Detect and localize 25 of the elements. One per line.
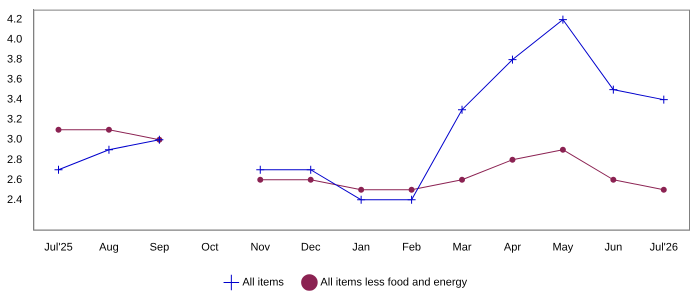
x-tick-label: Jul'26: [650, 241, 678, 254]
x-tick-label: Jun: [604, 241, 622, 254]
y-tick-label: 3.6: [6, 74, 22, 86]
x-tick-label: Aug: [99, 241, 119, 254]
x-tick-label: Nov: [250, 241, 271, 254]
x-tick-label: Sep: [150, 241, 170, 254]
y-tick-label: 2.4: [6, 194, 22, 206]
y-tick-label: 3.2: [6, 114, 22, 126]
y-tick-label: 4.2: [6, 14, 22, 26]
y-tick-label: 4.0: [6, 34, 22, 46]
x-tick-label: Jul'25: [44, 241, 73, 254]
y-tick-label: 2.8: [6, 154, 22, 166]
legend-label: All items: [242, 276, 284, 289]
x-tick-label: May: [552, 241, 574, 254]
legend-label: All items less food and energy: [320, 276, 468, 289]
y-tick-label: 2.6: [6, 174, 22, 186]
x-tick-label: Feb: [402, 241, 422, 254]
x-tick-label: Jan: [352, 241, 370, 254]
y-tick-label: 3.0: [6, 134, 22, 146]
x-tick-label: Apr: [504, 241, 522, 254]
x-tick-label: Dec: [300, 241, 321, 254]
x-tick-label: Oct: [201, 241, 218, 254]
y-tick-label: 3.8: [6, 54, 22, 66]
x-tick-label: Mar: [452, 241, 472, 254]
y-tick-label: 3.4: [6, 94, 22, 106]
